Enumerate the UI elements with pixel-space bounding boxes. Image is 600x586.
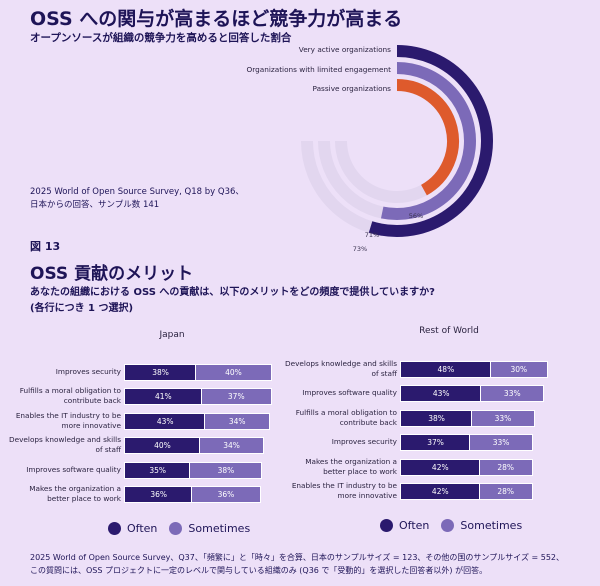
bar-sometimes: 38% — [190, 462, 262, 478]
page-title: OSS への関与が高まるほど競争力が高まる — [30, 8, 403, 30]
bar-chart-title: Rest of World — [419, 326, 479, 336]
figure-label: 図 13 — [30, 240, 61, 253]
bar-value-label: 28% — [497, 462, 515, 472]
radial-series-label: Passive organizations — [312, 84, 391, 93]
bar-value-label: 37% — [227, 391, 245, 401]
radial-series-label: Very active organizations — [298, 45, 391, 54]
bar-value-label: 38% — [152, 367, 169, 377]
question-line-1: あなたの組織における OSS への貢献は、以下のメリットをどの頻度で提供していま… — [30, 287, 435, 298]
category-label: Improves security — [55, 367, 121, 376]
bar-sometimes: 33% — [470, 434, 532, 450]
bar-value-label: 33% — [494, 413, 512, 423]
bar-value-label: 40% — [225, 367, 242, 377]
bar-often: 48% — [401, 361, 491, 377]
legend-swatch-icon — [380, 519, 393, 532]
footnote: 2025 World of Open Source Survey、Q37、「頻繁… — [30, 551, 564, 577]
bar-value-label: 34% — [223, 440, 240, 450]
bar-value-label: 42% — [431, 462, 449, 472]
category-label: Makes the organization a better place to… — [29, 484, 121, 503]
legend-label: Sometimes — [460, 519, 523, 532]
source-line-1: 2025 World of Open Source Survey, Q18 by… — [30, 187, 244, 197]
bar-sometimes: 34% — [199, 437, 264, 453]
bar-often: 42% — [401, 483, 480, 499]
category-label: Improves software quality — [26, 465, 121, 474]
footnote-line-1: 2025 World of Open Source Survey、Q37、「頻繁… — [30, 553, 565, 562]
section-heading: OSS 貢献のメリット — [30, 264, 194, 284]
legend-label: Often — [399, 519, 430, 532]
radial-source: 2025 World of Open Source Survey, Q18 by… — [30, 186, 244, 212]
category-label: Improves security — [331, 437, 397, 446]
bar-often: 43% — [125, 413, 206, 429]
category-label: Fulfills a moral obligation to contribut… — [295, 408, 397, 427]
bar-sometimes: 28% — [479, 483, 532, 499]
category-label: Makes the organization a better place to… — [305, 457, 397, 476]
bar-often: 42% — [401, 459, 480, 475]
bar-often: 36% — [125, 486, 193, 502]
bar-legend: Often Sometimes — [380, 519, 522, 532]
bar-value-label: 42% — [431, 486, 449, 496]
legend-swatch-icon — [108, 522, 121, 535]
category-label: Fulfills a moral obligation to contribut… — [19, 386, 121, 405]
bar-sometimes: 30% — [490, 361, 547, 377]
bar-sometimes: 37% — [201, 388, 271, 404]
bar-value-label: 36% — [217, 489, 235, 499]
bar-often: 38% — [125, 364, 197, 380]
radial-chart: 73% 71% 56% — [301, 45, 493, 253]
bar-often: 37% — [401, 434, 471, 450]
bar-value-label: 35% — [149, 465, 167, 475]
bar-value-label: 41% — [154, 391, 172, 401]
bar-value-label: 36% — [150, 489, 167, 499]
radial-value-label: 73% — [353, 245, 367, 253]
bar-value-label: 33% — [492, 437, 510, 447]
bar-sometimes: 33% — [481, 385, 544, 401]
page-subtitle: オープンソースが組織の競争力を高めると回答した割合 — [30, 32, 292, 44]
legend-label: Often — [127, 522, 158, 535]
bar-often: 41% — [125, 388, 202, 404]
bar-value-label: 33% — [503, 388, 521, 398]
bar-value-label: 28% — [497, 486, 515, 496]
bar-chart-title: Japan — [159, 330, 185, 340]
bar-value-label: 48% — [437, 364, 455, 374]
bar-often: 35% — [125, 462, 191, 478]
source-line-2: 日本からの回答、サンプル数 141 — [30, 200, 160, 210]
legend-swatch-icon — [441, 519, 455, 532]
bar-sometimes: 36% — [192, 486, 260, 502]
category-label: Enables the IT industry to be more innov… — [15, 411, 121, 430]
bar-sometimes: 40% — [196, 364, 271, 380]
question-text: あなたの組織における OSS への貢献は、以下のメリットをどの頻度で提供していま… — [30, 285, 435, 317]
radial-value-label: 56% — [409, 212, 423, 220]
bar-often: 38% — [401, 410, 473, 426]
category-label: Enables the IT industry to be more innov… — [291, 481, 397, 500]
bar-value-label: 37% — [427, 437, 444, 447]
bar-value-label: 30% — [510, 364, 528, 374]
legend-swatch-icon — [169, 522, 183, 535]
bar-value-label: 38% — [217, 465, 235, 475]
legend-label: Sometimes — [188, 522, 251, 535]
bar-value-label: 43% — [432, 388, 450, 398]
bar-value-label: 38% — [428, 413, 445, 423]
radial-value-label: 71% — [365, 231, 379, 239]
radial-bar-2 — [396, 79, 459, 196]
category-label: Develops knowledge and skills of staff — [285, 359, 397, 378]
radial-series-label: Organizations with limited engagement — [246, 65, 391, 74]
radial-bar-0 — [368, 45, 493, 237]
bar-value-label: 34% — [228, 416, 246, 426]
category-label: Develops knowledge and skills of staff — [9, 435, 121, 454]
bar-sometimes: 28% — [479, 459, 532, 475]
category-label: Improves software quality — [302, 388, 397, 397]
bar-legend: Often Sometimes — [108, 522, 250, 535]
bar-often: 43% — [401, 385, 482, 401]
footnote-line-2: この質問には、OSS プロジェクトに一定のレベルで関与している組織のみ (Q36… — [30, 566, 488, 575]
bar-value-label: 40% — [154, 440, 171, 450]
bar-sometimes: 34% — [205, 413, 269, 429]
bar-value-label: 43% — [156, 416, 174, 426]
radial-bar-1 — [380, 62, 476, 220]
question-line-2: (各行につき 1 つ選択) — [30, 303, 134, 314]
bar-sometimes: 33% — [472, 410, 534, 426]
bar-often: 40% — [125, 437, 200, 453]
